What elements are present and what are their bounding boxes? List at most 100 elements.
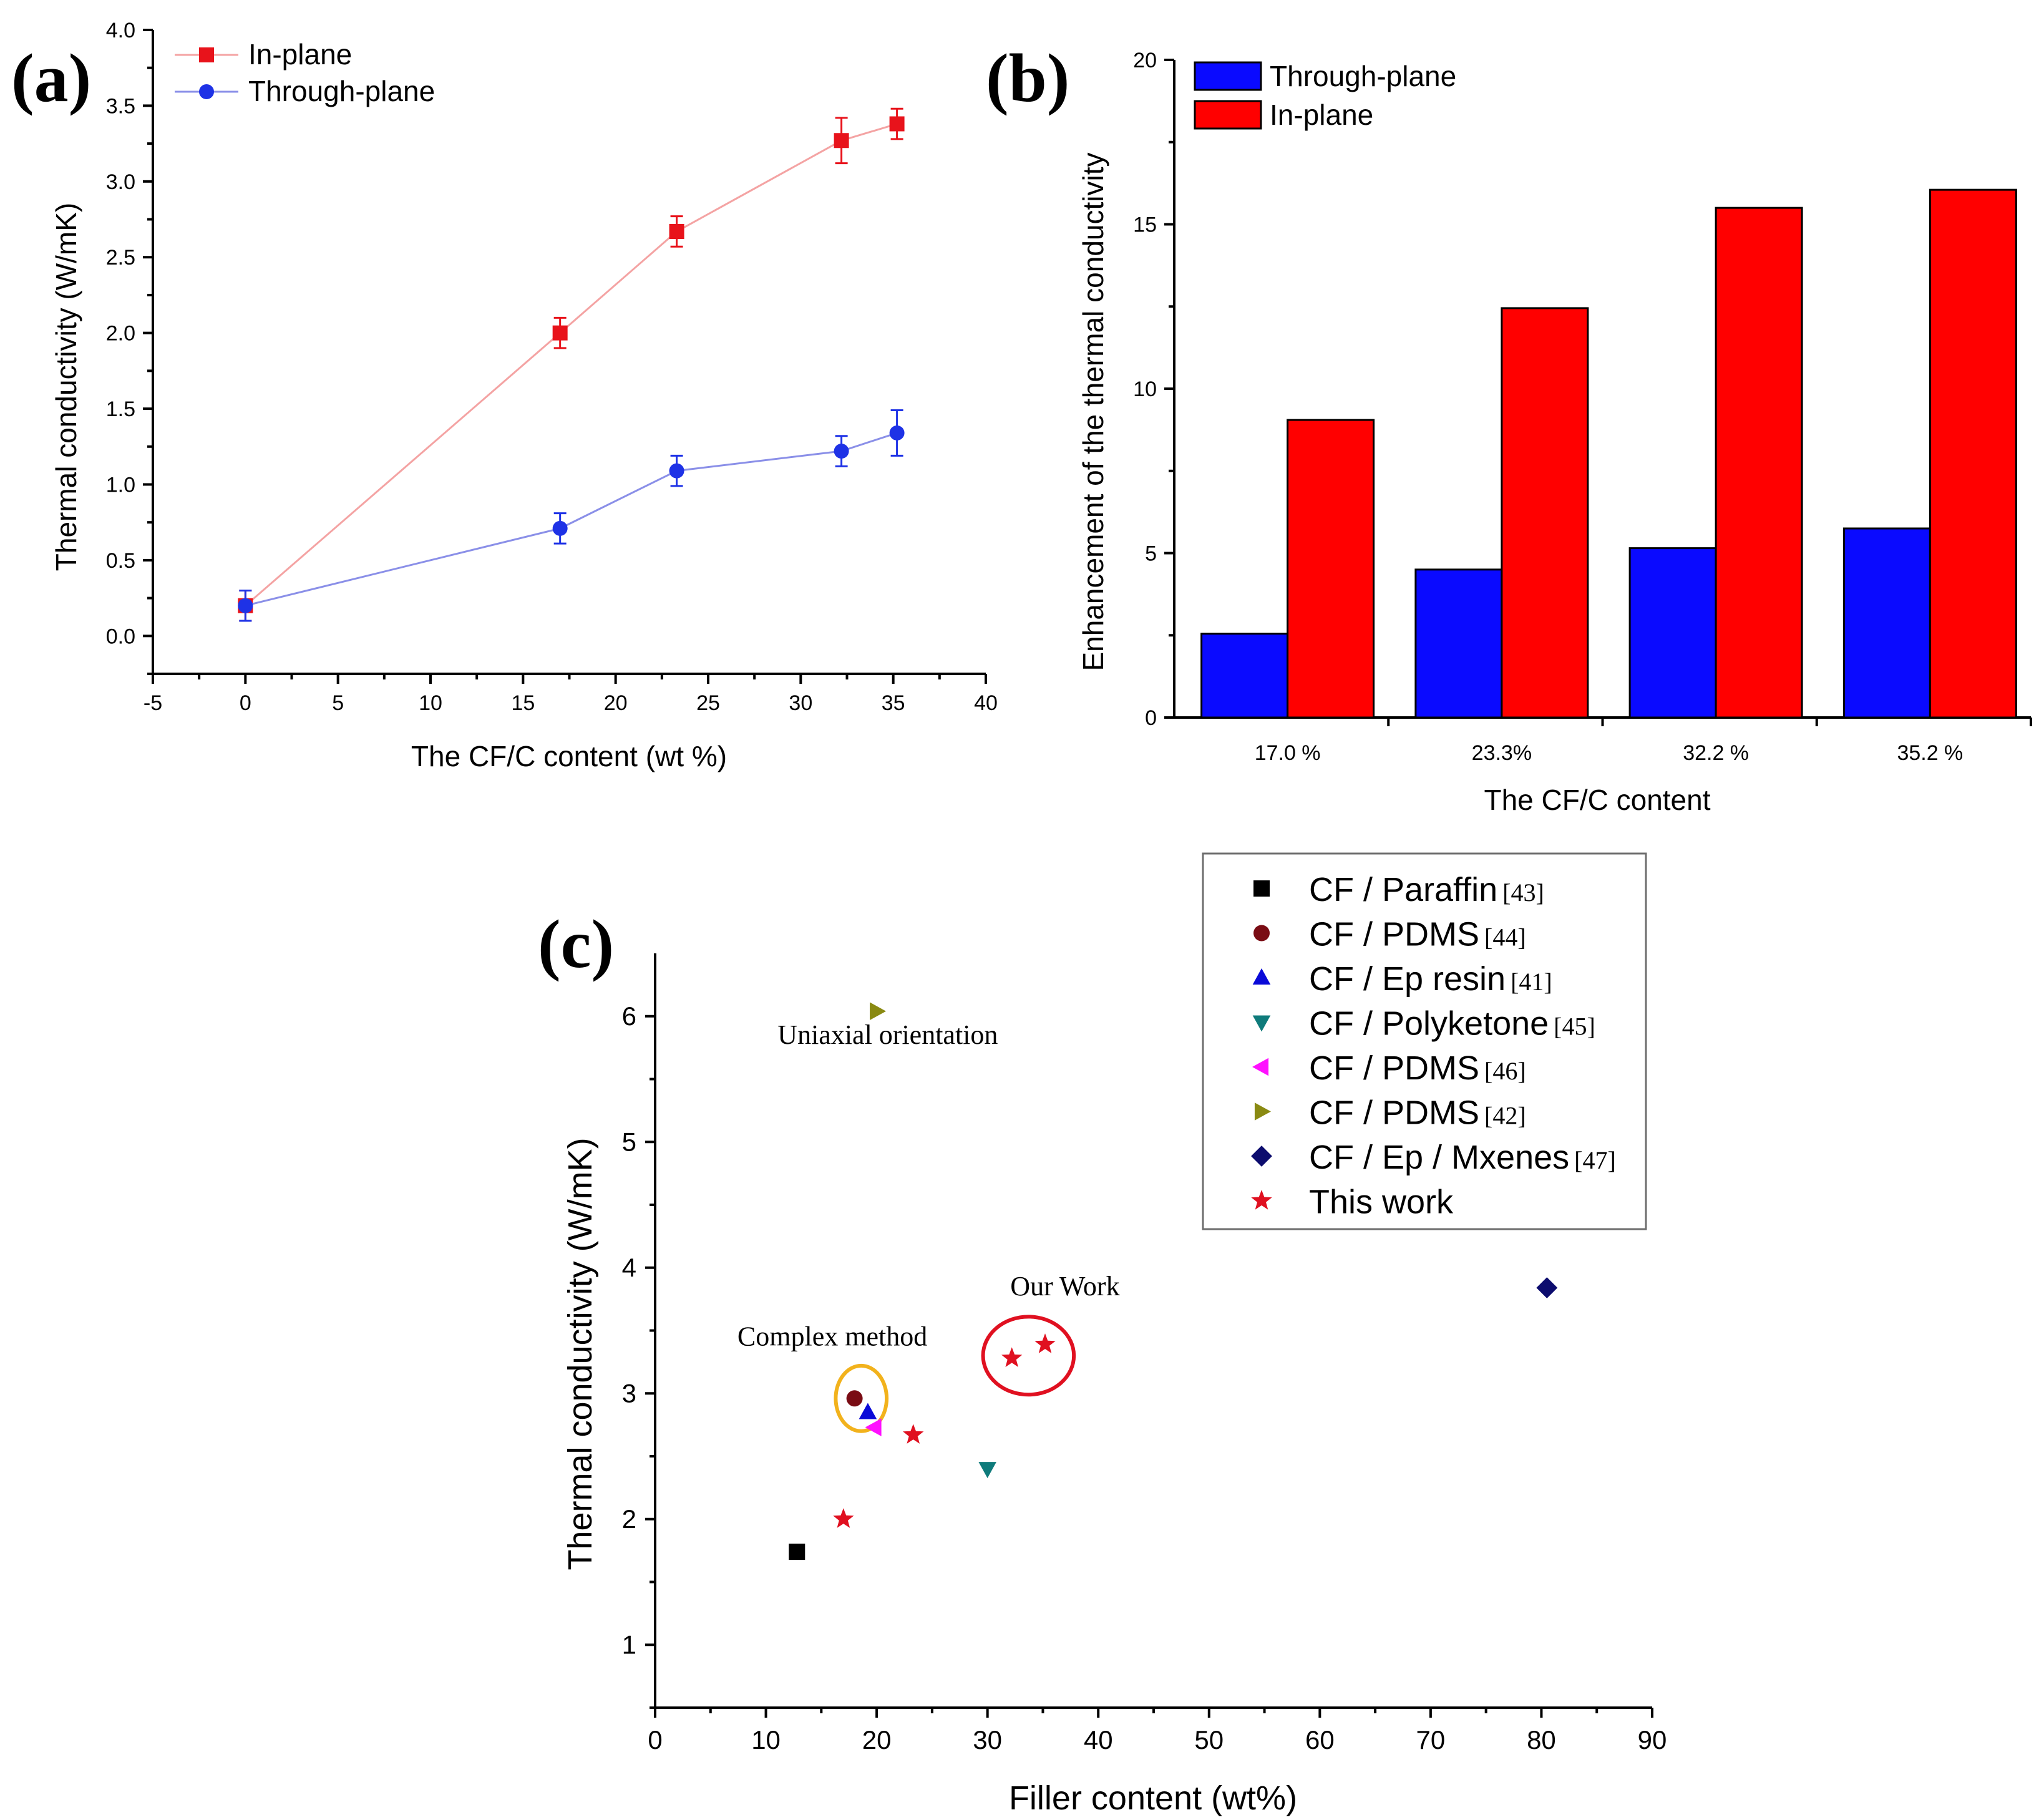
x-tick-label: 5 (332, 691, 344, 715)
panel-c-label: (c) (538, 906, 614, 982)
y-tick-label: 4 (622, 1253, 636, 1282)
panel-c-x-axis-label: Filler content (wt%) (1009, 1779, 1297, 1817)
legend-label-cf-ep-mxenes-47: CF / Ep / Mxenes [47] (1309, 1139, 1616, 1176)
legend-marker-cf-ep-resin-41 (1252, 968, 1271, 985)
panel-b-y-axis-label: Enhancement of the thermal conductivity (1077, 152, 1109, 671)
series-line-through-plane (245, 432, 898, 607)
panel-c: (c) Filler content (wt%) Thermal conduct… (538, 852, 1667, 1817)
legend-ref: [44] (1484, 923, 1526, 951)
legend-marker-cf-pdms-42 (1254, 1102, 1271, 1121)
legend-label-through-plane: Through-plane (248, 75, 435, 107)
x-tick-label: 10 (751, 1725, 781, 1754)
data-point-in-plane (889, 116, 905, 132)
x-tick-label: 90 (1638, 1725, 1667, 1754)
y-tick-label: 5 (622, 1127, 636, 1156)
panel-b-x-axis-label: The CF/C content (1484, 784, 1710, 816)
panel-a-x-axis-label: The CF/C content (wt %) (411, 740, 727, 772)
panel-a-series (238, 107, 905, 622)
series-line-in-plane (245, 123, 898, 606)
x-tick-label: 23.3% (1472, 741, 1532, 765)
legend-marker-cf-paraffin-43 (1253, 880, 1270, 897)
data-point-through-plane (552, 520, 568, 536)
panel-a-ticks: -5 0 5 10 15 20 25 30 35 40 0.0 0.5 1.0 1.5 2.0 2.5 3.0 3… (106, 19, 998, 715)
y-tick-label: 3 (622, 1378, 636, 1408)
x-tick-label: 30 (973, 1725, 1002, 1754)
y-tick-label: 2.0 (106, 322, 135, 346)
bar-in-plane (1929, 188, 2017, 719)
panel-a-y-axis-label: Thermal conductivity (W/mK) (50, 203, 82, 571)
data-point-this-work (1001, 1347, 1023, 1367)
x-tick-label: 35 (882, 691, 905, 715)
x-tick-label: 0 (240, 691, 251, 715)
panel-b-bars (1200, 188, 2017, 719)
legend-ref: [43] (1502, 878, 1544, 907)
legend-swatch-in-plane (1194, 100, 1262, 130)
y-tick-label: 1.0 (106, 473, 135, 497)
data-point-cf-pdms-44 (846, 1390, 863, 1407)
panel-b-legend: Through-plane In-plane (1194, 60, 1456, 131)
x-tick-label: 50 (1194, 1725, 1224, 1754)
annotation-uniaxial-orientation: Uniaxial orientation (777, 1019, 998, 1050)
legend-swatch-through-plane (1194, 61, 1262, 91)
legend-marker-this-work (1251, 1190, 1272, 1210)
panel-b-label: (b) (986, 40, 1069, 116)
panel-b: (b) The CF/C content Enhancement of the … (986, 40, 2032, 816)
x-tick-label: 40 (1084, 1725, 1113, 1754)
x-tick-label: 80 (1527, 1725, 1556, 1754)
data-point-through-plane (238, 598, 253, 613)
panel-c-legend: CF / Paraffin [43]CF / PDMS [44]CF / Ep re… (1202, 852, 1647, 1230)
legend-marker-cf-pdms-46 (1252, 1058, 1269, 1076)
data-point-in-plane (834, 133, 849, 148)
x-tick-label: 35.2 % (1897, 741, 1963, 765)
legend-label-in-plane-b: In-plane (1270, 99, 1373, 131)
data-point-this-work (833, 1508, 854, 1528)
panel-c-annotations: Uniaxial orientation Complex method Our Wo… (737, 1019, 1120, 1352)
x-tick-label: 15 (511, 691, 535, 715)
x-tick-label: 25 (696, 691, 720, 715)
legend-label-cf-polyketone-45: CF / Polyketone [45] (1309, 1005, 1595, 1043)
panel-c-y-axis-label: Thermal conductivity (W/mK) (562, 1137, 599, 1570)
panel-b-ticks: 0 5 10 15 20 17.0 % 23.3% 32.2 % 35.2 % (1133, 49, 2032, 765)
x-tick-label: 0 (648, 1725, 662, 1754)
y-tick-label: 0.0 (106, 625, 135, 648)
data-point-cf-paraffin-43 (789, 1544, 805, 1560)
complex-method-ellipse (834, 1363, 889, 1433)
x-tick-label: 20 (862, 1725, 892, 1754)
data-point-this-work (1034, 1333, 1056, 1353)
panel-a-legend: In-plane Through-plane (175, 38, 435, 107)
panel-c-points (789, 1002, 1558, 1560)
x-tick-label: 30 (789, 691, 812, 715)
legend-marker-cf-polyketone-45 (1252, 1015, 1271, 1032)
data-point-cf-pdms-46 (865, 1418, 882, 1436)
x-tick-label: 10 (419, 691, 442, 715)
data-point-through-plane (669, 463, 684, 479)
data-point-in-plane (552, 325, 568, 341)
panel-a-label: (a) (11, 40, 91, 116)
x-tick-label: 40 (974, 691, 998, 715)
legend-ref: [42] (1484, 1102, 1526, 1130)
annotation-our-work: Our Work (1010, 1271, 1119, 1302)
x-tick-label: 17.0 % (1255, 741, 1321, 765)
x-tick-label: 20 (604, 691, 628, 715)
legend-marker-cf-pdms-44 (1253, 925, 1270, 942)
y-tick-label: 10 (1133, 377, 1157, 401)
legend-marker-cf-ep-mxenes-47 (1251, 1146, 1272, 1167)
bar-through-plane (1414, 568, 1503, 719)
legend-label-this-work: This work (1309, 1184, 1454, 1221)
data-point-in-plane (669, 223, 684, 239)
annotation-complex-method: Complex method (737, 1321, 927, 1352)
legend-ref: [41] (1511, 968, 1552, 996)
x-tick-label: -5 (144, 691, 162, 715)
data-point-cf-pdms-42 (870, 1002, 887, 1020)
y-tick-label: 3.5 (106, 94, 135, 118)
y-tick-label: 5 (1145, 542, 1157, 566)
y-tick-label: 2 (622, 1504, 636, 1534)
legend-marker-through-plane (199, 84, 214, 99)
y-tick-label: 3.0 (106, 170, 135, 194)
y-tick-label: 0 (1145, 706, 1157, 730)
legend-ref: [47] (1574, 1146, 1616, 1174)
legend-ref: [46] (1484, 1057, 1526, 1085)
data-point-this-work (903, 1424, 924, 1444)
y-tick-label: 4.0 (106, 19, 135, 42)
